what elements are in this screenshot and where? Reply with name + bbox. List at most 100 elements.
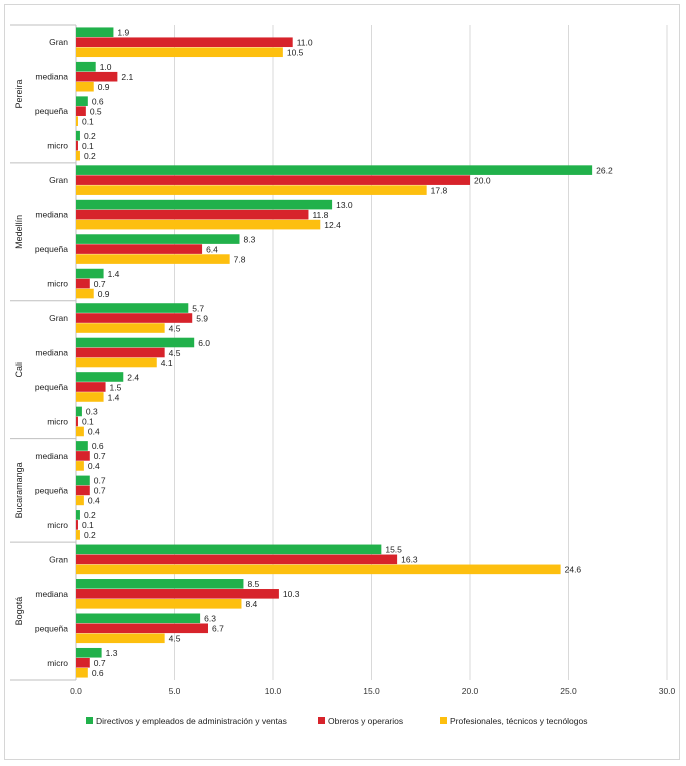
data-label: 0.4 bbox=[88, 461, 100, 471]
x-tick-label: 30.0 bbox=[659, 686, 676, 696]
data-label: 0.7 bbox=[94, 658, 106, 668]
bar-directivos[interactable] bbox=[76, 441, 88, 451]
category-label: micro bbox=[47, 658, 68, 668]
bar-profesionales[interactable] bbox=[76, 254, 230, 264]
bar-obreros[interactable] bbox=[76, 451, 90, 461]
bar-directivos[interactable] bbox=[76, 613, 201, 624]
data-label: 1.4 bbox=[108, 392, 120, 402]
bar-directivos[interactable] bbox=[76, 234, 240, 244]
legend-swatch bbox=[440, 717, 447, 724]
bar-directivos[interactable] bbox=[76, 406, 82, 417]
bar-directivos[interactable] bbox=[76, 96, 88, 106]
bar-profesionales[interactable] bbox=[76, 116, 78, 126]
data-label: 5.7 bbox=[192, 303, 204, 313]
data-label: 4.5 bbox=[169, 348, 181, 358]
bar-obreros[interactable] bbox=[76, 313, 193, 323]
bar-profesionales[interactable] bbox=[76, 288, 94, 299]
bar-obreros[interactable] bbox=[76, 209, 309, 220]
data-label: 15.5 bbox=[385, 545, 402, 555]
city-label: Bucaramanga bbox=[14, 462, 24, 518]
bar-obreros[interactable] bbox=[76, 244, 203, 254]
category-label: Gran bbox=[49, 37, 68, 47]
bar-obreros[interactable] bbox=[76, 554, 398, 565]
bar-profesionales[interactable] bbox=[76, 461, 84, 471]
chart-frame bbox=[4, 4, 680, 760]
bar-obreros[interactable] bbox=[76, 382, 106, 392]
bar-directivos[interactable] bbox=[76, 268, 104, 279]
bar-obreros[interactable] bbox=[76, 520, 78, 530]
bar-directivos[interactable] bbox=[76, 510, 80, 520]
bar-profesionales[interactable] bbox=[76, 219, 321, 230]
data-label: 0.3 bbox=[86, 407, 98, 417]
data-label: 1.0 bbox=[100, 62, 112, 72]
bar-profesionales[interactable] bbox=[76, 81, 94, 92]
bar-directivos[interactable] bbox=[76, 165, 593, 175]
legend-swatch bbox=[86, 717, 93, 724]
bar-directivos[interactable] bbox=[76, 27, 114, 38]
bar-profesionales[interactable] bbox=[76, 633, 165, 644]
data-label: 4.5 bbox=[169, 634, 181, 644]
data-label: 8.4 bbox=[245, 599, 257, 609]
bar-directivos[interactable] bbox=[76, 337, 195, 348]
bar-profesionales[interactable] bbox=[76, 564, 561, 575]
bar-profesionales[interactable] bbox=[76, 185, 427, 195]
data-label: 2.1 bbox=[121, 72, 133, 82]
data-label: 7.8 bbox=[234, 254, 246, 264]
city-label: Medellín bbox=[14, 215, 24, 249]
category-label: micro bbox=[47, 520, 68, 530]
category-label: Gran bbox=[49, 175, 68, 185]
legend-label: Directivos y empleados de administración… bbox=[96, 716, 287, 726]
bar-profesionales[interactable] bbox=[76, 392, 104, 402]
category-label: mediana bbox=[35, 348, 68, 358]
bar-profesionales[interactable] bbox=[76, 599, 242, 609]
data-label: 0.5 bbox=[90, 106, 102, 116]
data-label: 0.4 bbox=[88, 427, 100, 437]
bar-obreros[interactable] bbox=[76, 485, 90, 496]
bar-obreros[interactable] bbox=[76, 347, 165, 358]
bar-profesionales[interactable] bbox=[76, 426, 84, 437]
bar-profesionales[interactable] bbox=[76, 530, 80, 540]
bar-obreros[interactable] bbox=[76, 623, 208, 634]
data-label: 11.8 bbox=[312, 210, 328, 220]
bar-directivos[interactable] bbox=[76, 544, 382, 555]
data-label: 0.1 bbox=[82, 520, 94, 530]
data-label: 0.6 bbox=[92, 441, 104, 451]
data-label: 6.7 bbox=[212, 624, 224, 634]
bar-directivos[interactable] bbox=[76, 475, 90, 486]
data-label: 4.5 bbox=[169, 323, 181, 333]
bar-obreros[interactable] bbox=[76, 589, 279, 599]
data-label: 20.0 bbox=[474, 175, 491, 185]
category-label: Gran bbox=[49, 313, 68, 323]
category-label: mediana bbox=[35, 451, 68, 461]
category-label: pequeña bbox=[35, 106, 68, 116]
bar-directivos[interactable] bbox=[76, 130, 80, 141]
bar-directivos[interactable] bbox=[76, 647, 102, 658]
bar-profesionales[interactable] bbox=[76, 47, 283, 58]
bar-obreros[interactable] bbox=[76, 278, 90, 289]
bar-directivos[interactable] bbox=[76, 579, 244, 589]
data-label: 11.0 bbox=[297, 38, 313, 48]
bar-obreros[interactable] bbox=[76, 71, 118, 82]
bar-profesionales[interactable] bbox=[76, 667, 88, 678]
legend-label: Obreros y operarios bbox=[328, 716, 403, 726]
bar-directivos[interactable] bbox=[76, 303, 189, 313]
bar-obreros[interactable] bbox=[76, 416, 78, 427]
bar-directivos[interactable] bbox=[76, 372, 124, 382]
data-label: 2.4 bbox=[127, 372, 139, 382]
bar-profesionales[interactable] bbox=[76, 495, 84, 506]
bar-obreros[interactable] bbox=[76, 106, 86, 116]
bar-directivos[interactable] bbox=[76, 61, 96, 72]
bar-obreros[interactable] bbox=[76, 140, 78, 151]
x-tick-label: 10.0 bbox=[265, 686, 282, 696]
bar-obreros[interactable] bbox=[76, 37, 293, 48]
bar-profesionales[interactable] bbox=[76, 323, 165, 333]
bar-obreros[interactable] bbox=[76, 175, 470, 185]
data-label: 0.9 bbox=[98, 289, 110, 299]
bar-obreros[interactable] bbox=[76, 657, 90, 668]
x-tick-label: 0.0 bbox=[70, 686, 82, 696]
data-label: 26.2 bbox=[596, 165, 613, 175]
bar-directivos[interactable] bbox=[76, 199, 333, 210]
bar-profesionales[interactable] bbox=[76, 357, 157, 368]
bar-profesionales[interactable] bbox=[76, 150, 80, 161]
